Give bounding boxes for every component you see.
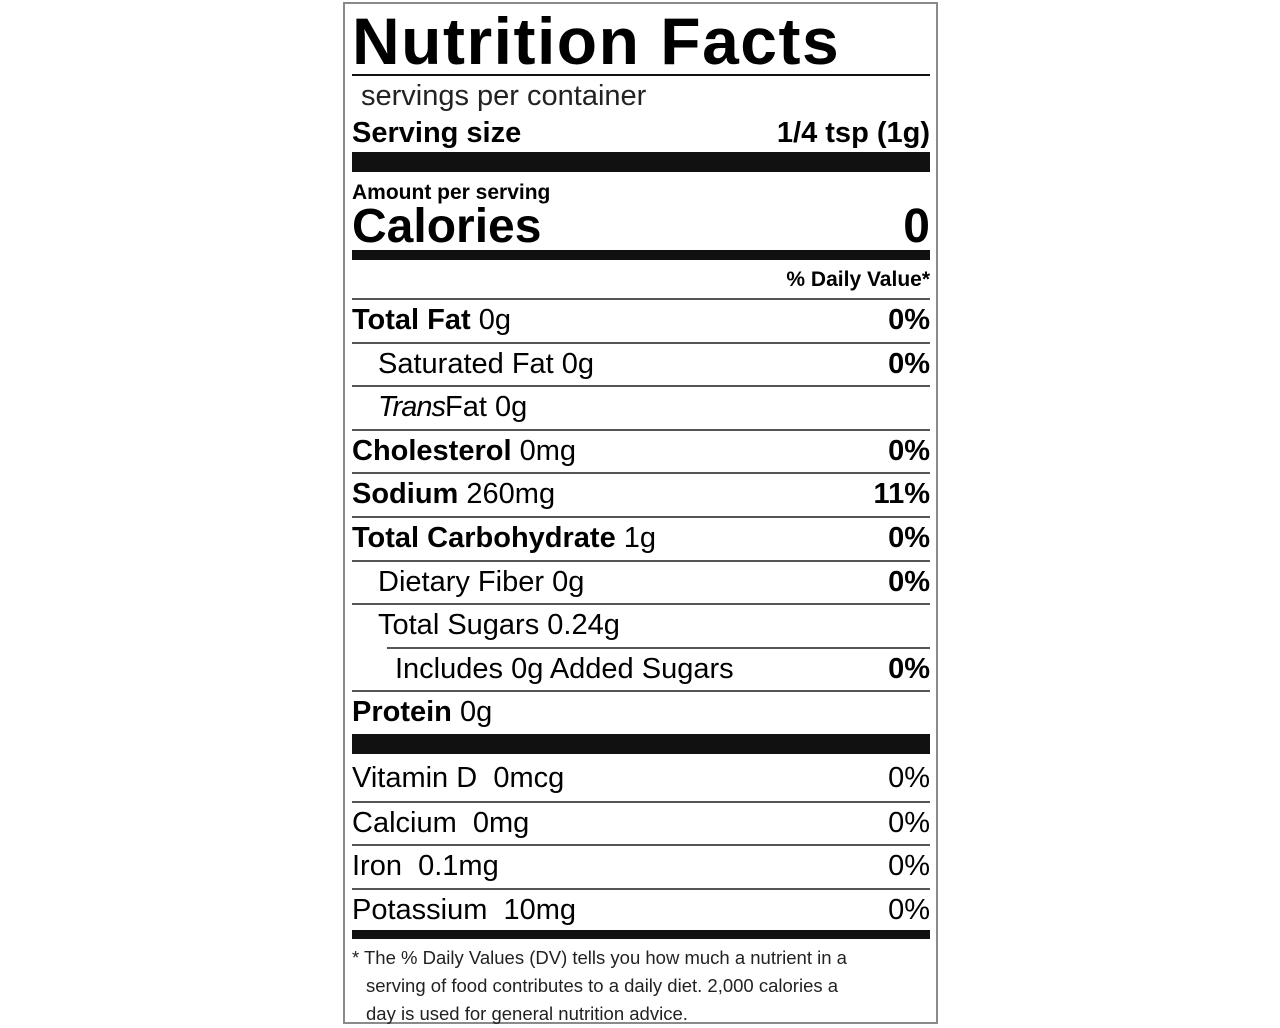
thick-divider bbox=[352, 734, 930, 754]
footnote-line: day is used for general nutrition advice… bbox=[366, 1003, 688, 1024]
daily-value-percent: 0% bbox=[888, 850, 930, 883]
vitamin-name-group: Calcium 0mg bbox=[352, 807, 529, 840]
nutrient-row: TransFat 0g bbox=[352, 385, 930, 428]
daily-value-percent: 0% bbox=[888, 652, 930, 685]
nutrient-row: Total Carbohydrate 1g 0% bbox=[352, 516, 930, 559]
nutrient-amount: 0mg bbox=[519, 434, 577, 467]
nutrient-name: Total Sugars bbox=[378, 609, 540, 642]
nutrient-amount: 0g bbox=[511, 652, 544, 685]
vitamin-amount: 0mg bbox=[472, 806, 530, 839]
vitamin-amount: 0.1mg bbox=[418, 850, 499, 883]
daily-value-percent: 0% bbox=[888, 565, 930, 598]
nutrient-name-group: TransFat 0g bbox=[352, 391, 527, 424]
vitamin-row: Calcium 0mg 0% bbox=[352, 800, 930, 844]
daily-value-percent: 0% bbox=[888, 806, 930, 839]
nutrient-amount: 1g bbox=[623, 522, 657, 554]
vitamin-name-group: Potassium 10mg bbox=[352, 894, 576, 927]
vitamin-name: Iron bbox=[352, 850, 402, 883]
nutrient-row: Protein 0g bbox=[352, 690, 930, 733]
nutrient-amount: 0.24g bbox=[547, 609, 620, 642]
footnote-line: serving of food contributes to a daily d… bbox=[366, 975, 839, 996]
nutrient-name: Total Fat bbox=[352, 304, 471, 336]
nutrient-amount: 0g bbox=[478, 304, 512, 336]
vitamin-name: Potassium bbox=[352, 893, 488, 926]
nutrient-name: Protein bbox=[352, 696, 452, 729]
vitamin-row: Iron 0.1mg 0% bbox=[352, 844, 930, 887]
medium-divider bbox=[352, 250, 930, 260]
nutrient-name-suffix: Fat bbox=[444, 391, 487, 424]
serving-size-label: Serving size bbox=[352, 117, 522, 149]
vitamin-row: Potassium 10mg 0% bbox=[352, 887, 930, 931]
divider bbox=[352, 74, 930, 76]
vitamin-name: Calcium bbox=[352, 806, 457, 839]
nutrient-name-group: Saturated Fat 0g bbox=[352, 348, 594, 381]
nutrient-name: Total Carbohydrate bbox=[352, 522, 616, 554]
nutrient-row: Includes 0g Added Sugars 0% bbox=[387, 646, 930, 690]
nutrient-name: Trans bbox=[378, 391, 446, 424]
vitamin-name-group: Vitamin D 0mcg bbox=[352, 762, 564, 795]
nutrient-name-suffix: Added Sugars bbox=[549, 652, 734, 685]
serving-size-row: Serving size 1/4 tsp (1g) bbox=[352, 114, 930, 152]
nutrition-facts-label: Nutrition Facts servings per container S… bbox=[343, 2, 938, 1024]
daily-value-percent: 0% bbox=[888, 522, 930, 554]
medium-divider bbox=[352, 930, 930, 939]
vitamin-name: Vitamin D bbox=[352, 762, 478, 794]
nutrient-row: Dietary Fiber 0g 0% bbox=[352, 559, 930, 603]
daily-value-percent: 0% bbox=[888, 304, 930, 336]
daily-value-percent: 0% bbox=[888, 893, 930, 926]
vitamin-name-group: Iron 0.1mg bbox=[352, 850, 499, 883]
nutrient-name: Includes bbox=[395, 652, 504, 685]
nutrient-name-group: Total Carbohydrate 1g bbox=[352, 522, 656, 555]
nutrient-name-group: Includes 0g Added Sugars bbox=[387, 653, 734, 686]
daily-value-header: % Daily Value* bbox=[786, 268, 930, 291]
daily-value-percent: 0% bbox=[888, 347, 930, 380]
thick-divider bbox=[352, 152, 930, 172]
nutrient-name: Sodium bbox=[352, 478, 459, 511]
daily-value-percent: 0% bbox=[888, 434, 930, 467]
nutrient-row: Total Sugars 0.24g bbox=[352, 603, 930, 646]
amount-per-serving: Amount per serving bbox=[352, 181, 551, 204]
nutrient-amount: 0g bbox=[459, 696, 493, 729]
nutrient-name-group: Total Sugars 0.24g bbox=[352, 609, 620, 642]
vitamin-row: Vitamin D 0mcg 0% bbox=[352, 757, 930, 800]
calories-row: Calories 0 bbox=[352, 200, 930, 254]
nutrient-name-group: Sodium 260mg bbox=[352, 478, 555, 511]
serving-size-value: 1/4 tsp (1g) bbox=[776, 117, 930, 149]
nutrient-row: Saturated Fat 0g 0% bbox=[352, 341, 930, 385]
vitamin-amount: 0mcg bbox=[493, 762, 565, 794]
calories-value: 0 bbox=[903, 200, 930, 253]
calories-label: Calories bbox=[352, 200, 542, 253]
nutrient-row: Sodium 260mg 11% bbox=[352, 472, 930, 515]
nutrient-name-group: Protein 0g bbox=[352, 696, 492, 729]
nutrient-name: Saturated Fat bbox=[378, 347, 554, 380]
nutrient-amount: 260mg bbox=[466, 478, 556, 511]
nutrient-name: Cholesterol bbox=[352, 434, 512, 467]
footnote-line: * The % Daily Values (DV) tells you how … bbox=[352, 947, 847, 968]
servings-per-container: servings per container bbox=[361, 80, 647, 112]
nutrient-amount: 0g bbox=[552, 565, 585, 598]
daily-value-percent: 11% bbox=[873, 478, 930, 511]
footnote: * The % Daily Values (DV) tells you how … bbox=[352, 944, 930, 1028]
daily-value-percent: 0% bbox=[888, 762, 930, 794]
nutrient-row: Total Fat 0g 0% bbox=[352, 298, 930, 341]
nutrient-amount: 0g bbox=[561, 347, 595, 380]
nutrient-name-group: Total Fat 0g bbox=[352, 304, 511, 337]
nutrient-name-group: Dietary Fiber 0g bbox=[352, 566, 584, 599]
nutrient-row: Cholesterol 0mg 0% bbox=[352, 428, 930, 472]
vitamin-amount: 10mg bbox=[503, 893, 577, 926]
nutrient-name: Dietary Fiber bbox=[378, 565, 544, 598]
nutrient-amount: 0g bbox=[494, 391, 528, 424]
label-title: Nutrition Facts bbox=[352, 4, 841, 78]
nutrient-name-group: Cholesterol 0mg bbox=[352, 435, 576, 468]
